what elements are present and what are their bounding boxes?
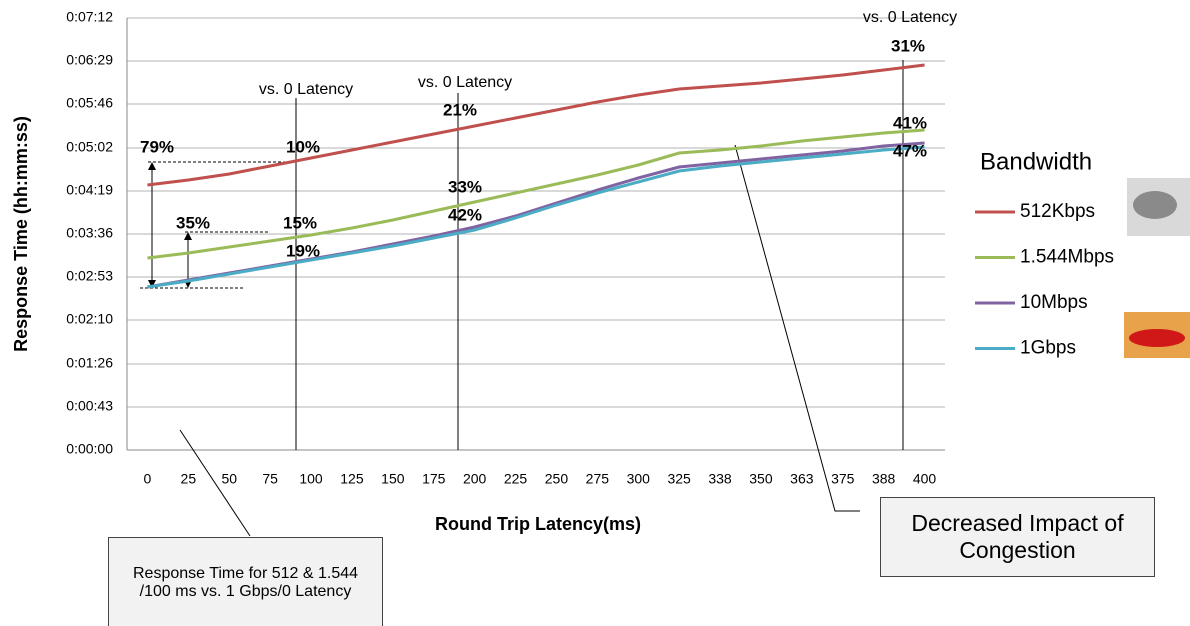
photo-car	[1129, 329, 1185, 347]
annotation: 19%	[286, 241, 320, 260]
annotation: 21%	[443, 100, 477, 119]
annotation: 35%	[176, 213, 210, 232]
y-tick-label: 0:05:46	[66, 95, 113, 111]
y-tick-label: 0:01:26	[66, 355, 113, 371]
x-tick-label: 50	[221, 471, 237, 487]
y-tick-label: 0:03:36	[66, 225, 113, 241]
series-group	[147, 63, 925, 289]
annotation: vs. 0 Latency	[863, 9, 957, 26]
callout-box: Decreased Impact of Congestion	[880, 497, 1155, 577]
x-tick-label: 150	[381, 471, 405, 487]
series-line	[147, 128, 925, 260]
annotation: 10%	[286, 137, 320, 156]
x-tick-label: 350	[749, 471, 773, 487]
y-tick-label: 0:02:53	[66, 268, 113, 284]
y-tick-label: 0:05:02	[66, 139, 113, 155]
x-tick-label: 100	[299, 471, 323, 487]
callout-line	[734, 144, 860, 512]
y-axis-title: Response Time (hh:mm:ss)	[11, 116, 31, 352]
x-tick-label: 125	[340, 471, 364, 487]
series-line	[147, 141, 925, 289]
x-tick-label: 25	[181, 471, 197, 487]
annotation: 47%	[893, 141, 927, 160]
x-tick-label: 363	[790, 471, 814, 487]
series-line	[147, 145, 925, 289]
x-tick-label: 0	[144, 471, 152, 487]
y-tick-label: 0:00:43	[66, 398, 113, 414]
x-tick-label: 200	[463, 471, 487, 487]
grid	[127, 17, 945, 451]
legend-label: 1Gbps	[1020, 338, 1076, 359]
x-axis-title: Round Trip Latency(ms)	[435, 514, 641, 534]
annotation: 33%	[448, 177, 482, 196]
x-tick-label: 175	[422, 471, 446, 487]
legend-title: Bandwidth	[980, 148, 1092, 175]
x-tick-label: 338	[708, 471, 732, 487]
x-tick-label: 275	[586, 471, 610, 487]
x-tick-label: 400	[913, 471, 937, 487]
legend-label: 512Kbps	[1020, 201, 1095, 222]
legend-label: 1.544Mbps	[1020, 247, 1114, 268]
x-tick-label: 75	[262, 471, 278, 487]
annotation: 42%	[448, 205, 482, 224]
x-tick-label: 250	[545, 471, 569, 487]
legend: 512Kbps 1.544Mbps 10Mbps 1Gbps	[975, 201, 1114, 359]
photo-car	[1133, 191, 1177, 219]
annotation: 41%	[893, 113, 927, 132]
x-tick-label: 300	[627, 471, 651, 487]
callout-box: Response Time for 512 & 1.544 /100 ms vs…	[108, 537, 383, 626]
y-tick-label: 0:02:10	[66, 311, 113, 327]
annotation: vs. 0 Latency	[418, 74, 512, 91]
x-tick-label: 225	[504, 471, 528, 487]
annotation: 79%	[140, 137, 174, 156]
x-tick-label: 375	[831, 471, 855, 487]
annotation: 31%	[891, 36, 925, 55]
y-tick-label: 0:04:19	[66, 182, 113, 198]
y-tick-label: 0:00:00	[66, 441, 113, 457]
annotation: 15%	[283, 213, 317, 232]
y-tick-label: 0:06:29	[66, 52, 113, 68]
annotation: vs. 0 Latency	[259, 81, 353, 98]
y-tick-label: 0:07:12	[66, 9, 113, 25]
callout-line	[179, 429, 251, 537]
legend-label: 10Mbps	[1020, 292, 1088, 313]
series-line	[147, 63, 925, 187]
x-tick-label: 388	[872, 471, 896, 487]
x-tick-label: 325	[667, 471, 691, 487]
